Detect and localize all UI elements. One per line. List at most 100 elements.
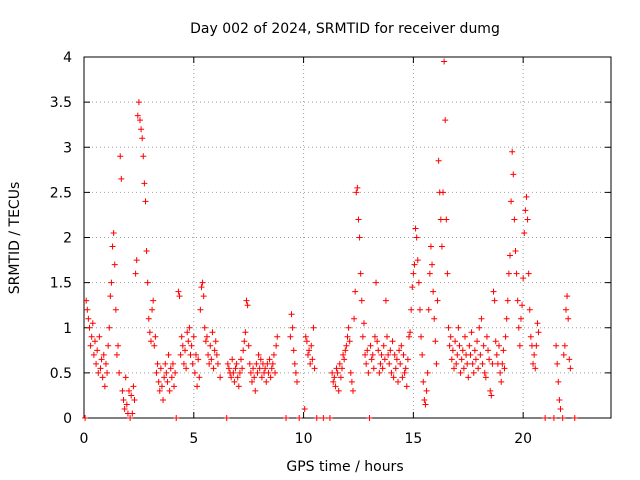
data-point (340, 351, 347, 358)
data-point (113, 351, 120, 358)
data-point (140, 153, 147, 160)
data-point (247, 369, 254, 376)
data-point (105, 342, 112, 349)
data-point (116, 369, 123, 376)
data-point (223, 415, 230, 421)
data-point (505, 270, 512, 277)
data-point (169, 360, 176, 367)
data-point (188, 342, 195, 349)
y-tick-label: 2.5 (50, 185, 72, 201)
data-point (267, 374, 274, 381)
data-point (461, 333, 468, 340)
data-point (153, 369, 160, 376)
data-point (403, 383, 410, 390)
data-point (136, 117, 143, 124)
data-point (354, 184, 361, 191)
data-point (293, 378, 300, 385)
data-point (440, 189, 447, 196)
data-point (457, 369, 464, 376)
data-point (388, 369, 395, 376)
data-point (179, 342, 186, 349)
data-point (152, 333, 159, 340)
data-point (190, 333, 197, 340)
data-point (108, 279, 115, 286)
data-point (104, 369, 111, 376)
data-point (389, 338, 396, 345)
data-point (559, 415, 566, 421)
data-point (107, 293, 114, 300)
data-point (205, 351, 212, 358)
chart-title: Day 002 of 2024, SRMTID for receiver dum… (190, 21, 500, 37)
data-point (146, 329, 153, 336)
data-point (534, 320, 541, 327)
data-point (138, 126, 145, 133)
data-point (511, 216, 518, 223)
data-point (464, 360, 471, 367)
data-point (423, 387, 430, 394)
data-point (291, 360, 298, 367)
data-point (456, 342, 463, 349)
data-point (459, 347, 466, 354)
data-point (502, 333, 509, 340)
data-point (535, 329, 542, 336)
data-point (488, 392, 495, 399)
data-point (426, 270, 433, 277)
data-point (311, 365, 318, 372)
data-point (564, 293, 571, 300)
data-point (99, 374, 106, 381)
data-point (550, 415, 557, 421)
data-point (513, 270, 520, 277)
data-point (524, 216, 531, 223)
axis-ticks (83, 56, 611, 419)
data-point (172, 369, 179, 376)
data-point (166, 387, 173, 394)
data-point (416, 306, 423, 313)
data-point (335, 387, 342, 394)
x-axis-label: GPS time / hours (286, 459, 403, 475)
data-point (408, 306, 415, 313)
data-point (415, 279, 422, 286)
data-point (398, 342, 405, 349)
data-point (472, 356, 479, 363)
data-point (422, 401, 429, 408)
data-point (200, 293, 207, 300)
data-point (309, 356, 316, 363)
data-point (191, 369, 198, 376)
data-point (117, 153, 124, 160)
data-point (83, 297, 90, 304)
data-point (516, 342, 523, 349)
data-point (178, 333, 185, 340)
data-point (555, 378, 562, 385)
data-point (112, 306, 119, 313)
data-point (424, 369, 431, 376)
data-point (519, 302, 526, 309)
data-point (521, 229, 528, 236)
data-point (512, 248, 519, 255)
data-point (196, 374, 203, 381)
data-point (371, 333, 378, 340)
data-point (266, 356, 273, 363)
data-point (360, 320, 367, 327)
data-point (301, 405, 308, 412)
y-tick-label: 2 (63, 231, 72, 247)
data-point (306, 347, 313, 354)
data-point (454, 351, 461, 358)
data-point (110, 229, 117, 236)
data-point (290, 347, 297, 354)
data-point (115, 342, 122, 349)
data-point (243, 297, 250, 304)
data-point (565, 315, 572, 322)
data-point (214, 360, 221, 367)
data-point (87, 342, 94, 349)
data-point (145, 315, 152, 322)
data-point (208, 356, 215, 363)
data-point (480, 342, 487, 349)
data-point (331, 374, 338, 381)
data-point (183, 365, 190, 372)
data-point (358, 297, 365, 304)
data-point (197, 306, 204, 313)
data-point (155, 378, 162, 385)
data-point (135, 99, 142, 106)
data-point (503, 315, 510, 322)
data-point (453, 360, 460, 367)
